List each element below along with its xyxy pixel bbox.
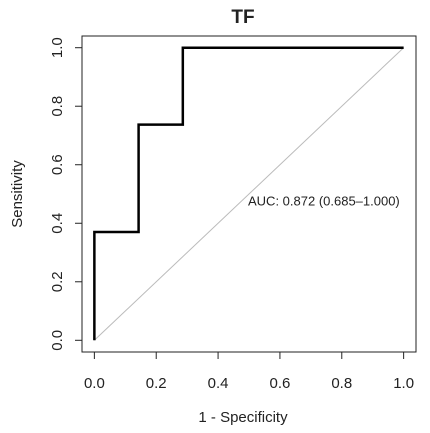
x-tick-label: 0.6: [269, 375, 290, 392]
auc-annotation: AUC: 0.872 (0.685–1.000): [248, 193, 400, 208]
y-tick-label: 1.0: [49, 37, 66, 58]
x-axis-label: 1 - Specificity: [198, 409, 288, 426]
plot-frame: [81, 35, 417, 353]
chart-title: TF: [231, 7, 254, 28]
x-tick-label: 0.4: [208, 375, 229, 392]
y-axis-label: Sensitivity: [9, 160, 26, 228]
reference-diagonal: [94, 47, 404, 341]
y-tick-label: 0.8: [49, 96, 66, 117]
x-tick-label: 0.0: [84, 375, 105, 392]
x-tick-label: 0.8: [331, 375, 352, 392]
y-tick-label: 0.6: [49, 154, 66, 175]
roc-curve: [93, 46, 404, 341]
x-tick-label: 0.2: [146, 375, 167, 392]
y-tick-label: 0.2: [49, 271, 66, 292]
y-tick-label: 0.0: [49, 330, 66, 351]
y-tick-label: 0.4: [49, 213, 66, 234]
x-tick-label: 1.0: [393, 375, 414, 392]
